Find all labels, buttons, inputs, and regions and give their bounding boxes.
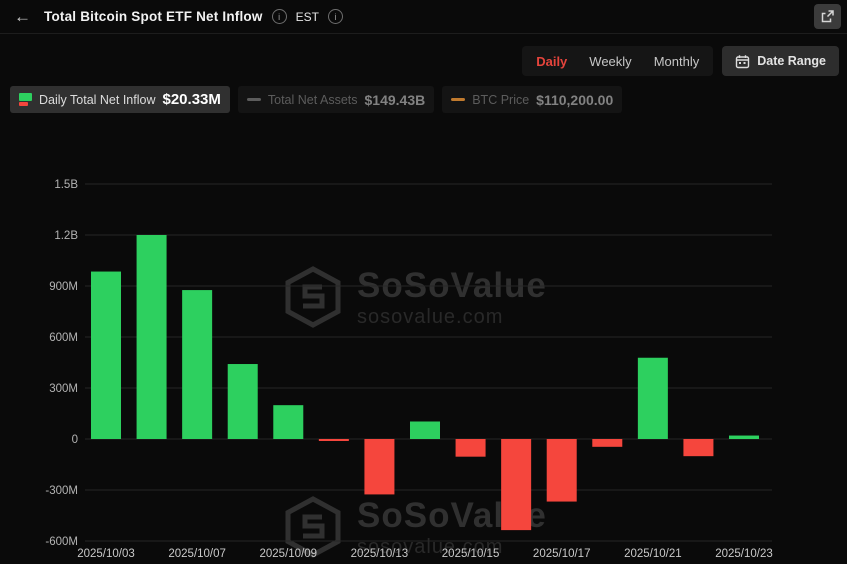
legend: Daily Total Net Inflow $20.33M Total Net… bbox=[10, 86, 623, 113]
legend-label: Total Net Assets bbox=[267, 92, 358, 107]
page-title: Total Bitcoin Spot ETF Net Inflow bbox=[44, 9, 263, 24]
timezone-label: EST bbox=[295, 9, 319, 24]
share-arrow-icon bbox=[821, 10, 834, 23]
x-axis-label: 2025/10/13 bbox=[351, 548, 409, 560]
share-button[interactable] bbox=[814, 4, 841, 29]
y-axis-label: 1.2B bbox=[54, 230, 78, 242]
tab-monthly[interactable]: Monthly bbox=[653, 53, 700, 69]
y-axis-label: -300M bbox=[45, 485, 78, 497]
bar-2025/10/06[interactable] bbox=[136, 235, 167, 439]
bar-2025/10/20[interactable] bbox=[592, 439, 623, 447]
y-axis-label: 300M bbox=[49, 383, 78, 395]
x-axis-label: 2025/10/23 bbox=[715, 548, 773, 560]
bar-2025/10/10[interactable] bbox=[318, 439, 349, 441]
bar-2025/10/23[interactable] bbox=[729, 435, 759, 439]
orange-dash-icon bbox=[451, 98, 466, 101]
y-axis-label: 600M bbox=[49, 332, 78, 344]
chart-controls: Daily Weekly Monthly Date Range bbox=[522, 46, 839, 76]
bar-2025/10/22[interactable] bbox=[683, 439, 714, 457]
bar-2025/10/03[interactable] bbox=[91, 271, 121, 439]
calendar-icon bbox=[736, 54, 750, 68]
bar-2025/10/07[interactable] bbox=[182, 290, 213, 439]
green-red-bars-icon bbox=[19, 93, 32, 106]
x-axis-label: 2025/10/07 bbox=[168, 548, 226, 560]
bar-2025/10/17[interactable] bbox=[546, 439, 577, 502]
legend-value: $149.43B bbox=[364, 91, 426, 108]
gray-dash-icon bbox=[246, 98, 261, 101]
chart-area: 1.5B 1.2B 900M 600M 300M 0 -300M -600M 2025/10/0… bbox=[0, 160, 847, 564]
legend-item-net-inflow[interactable]: Daily Total Net Inflow $20.33M bbox=[10, 86, 230, 113]
date-range-button[interactable]: Date Range bbox=[722, 46, 839, 76]
x-axis-label: 2025/10/21 bbox=[624, 548, 682, 560]
tab-weekly[interactable]: Weekly bbox=[589, 53, 632, 69]
legend-label: BTC Price bbox=[472, 92, 530, 107]
info-circle-icon[interactable]: i bbox=[271, 9, 287, 24]
bar-2025/10/14[interactable] bbox=[410, 421, 440, 439]
bar-2025/10/09[interactable] bbox=[273, 405, 304, 439]
x-axis-label: 2025/10/03 bbox=[77, 548, 135, 560]
legend-value: $110,200.00 bbox=[536, 91, 614, 108]
legend-item-net-assets[interactable]: Total Net Assets $149.43B bbox=[237, 86, 435, 113]
legend-label: Daily Total Net Inflow bbox=[39, 92, 156, 107]
y-axis-label: 1.5B bbox=[54, 179, 78, 191]
bar-2025/10/21[interactable] bbox=[637, 357, 668, 439]
bar-2025/10/16[interactable] bbox=[501, 439, 532, 531]
x-axis-label: 2025/10/17 bbox=[533, 548, 591, 560]
bar-2025/10/08[interactable] bbox=[227, 364, 258, 439]
legend-value: $20.33M bbox=[162, 91, 221, 108]
x-axis-label: 2025/10/09 bbox=[260, 548, 318, 560]
back-arrow-icon[interactable]: ← bbox=[14, 7, 31, 26]
date-range-label: Date Range bbox=[757, 54, 826, 68]
info-circle-icon[interactable]: i bbox=[327, 9, 343, 24]
tab-daily[interactable]: Daily bbox=[536, 53, 568, 69]
bar-2025/10/13[interactable] bbox=[364, 439, 395, 495]
legend-item-btc-price[interactable]: BTC Price $110,200.00 bbox=[442, 86, 623, 113]
y-axis-label: 900M bbox=[49, 281, 78, 293]
x-axis-label: 2025/10/15 bbox=[442, 548, 500, 560]
period-tab-group: Daily Weekly Monthly bbox=[522, 46, 714, 76]
inflow-bar-chart: 1.5B1.2B900M600M300M0-300M-600M2025/10/0… bbox=[45, 179, 773, 560]
y-axis-label: 0 bbox=[72, 434, 78, 446]
y-axis-label: -600M bbox=[45, 536, 78, 548]
header: ← Total Bitcoin Spot ETF Net Inflow i ES… bbox=[0, 0, 847, 34]
bar-2025/10/15[interactable] bbox=[455, 439, 486, 457]
